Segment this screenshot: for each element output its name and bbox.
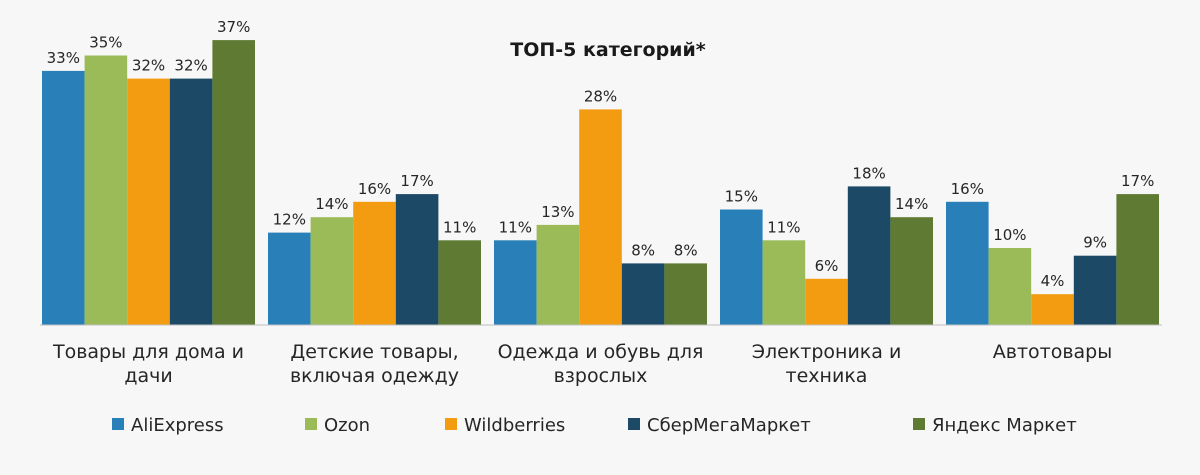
legend-swatch-2: [305, 418, 317, 430]
category-label-4-line-2: техника: [786, 365, 868, 387]
bar-2-3: [353, 201, 396, 325]
value-label-1-4: 32%: [174, 57, 207, 75]
value-label-2-2: 14%: [315, 195, 348, 213]
value-label-1-3: 32%: [132, 57, 165, 75]
bar-5-2: [988, 248, 1032, 325]
legend-item-1: AliExpress: [112, 415, 224, 436]
bar-2-1: [268, 232, 311, 325]
category-label-2-line-2: включая одежду: [290, 365, 459, 387]
value-label-5-5: 17%: [1121, 172, 1154, 190]
value-label-3-5: 8%: [674, 241, 698, 259]
legend-item-2: Ozon: [305, 415, 370, 436]
value-label-1-5: 37%: [217, 18, 250, 36]
value-label-3-4: 8%: [631, 241, 655, 259]
value-label-2-4: 17%: [400, 172, 433, 190]
bar-4-4: [847, 186, 891, 325]
category-label-5: Автотовары: [993, 341, 1112, 363]
value-label-1-1: 33%: [47, 49, 80, 67]
legend-label-3: Wildberries: [464, 415, 565, 436]
category-label-4-line-1: Электроника и: [752, 341, 902, 363]
legend-swatch-3: [445, 418, 457, 430]
bar-3-1: [494, 240, 537, 325]
bar-1-1: [42, 70, 85, 326]
category-label-2-line-1: Детские товары,: [290, 341, 458, 363]
bar-2-4: [395, 194, 439, 325]
bar-2-2: [310, 217, 354, 325]
legend-item-5: Яндекс Маркет: [913, 415, 1077, 436]
value-label-2-5: 11%: [443, 218, 476, 236]
bar-5-1: [946, 201, 989, 325]
value-label-5-4: 9%: [1083, 234, 1107, 252]
bar-3-2: [536, 224, 580, 325]
category-label-1-line-1: Товары для дома и: [52, 341, 244, 363]
value-label-2-1: 12%: [273, 211, 306, 229]
legend-label-1: AliExpress: [131, 415, 224, 436]
bar-1-2: [84, 55, 128, 325]
value-label-3-1: 11%: [499, 218, 532, 236]
bars-layer: [42, 40, 1159, 326]
value-label-5-2: 10%: [993, 226, 1026, 244]
legend-item-3: Wildberries: [445, 415, 565, 436]
legend-swatch-4: [628, 418, 640, 430]
legend-item-4: СберМегаМаркет: [628, 415, 811, 436]
bar-5-5: [1116, 194, 1159, 325]
legend-swatch-5: [913, 418, 925, 430]
category-label-3-line-2: взрослых: [554, 365, 648, 387]
value-label-4-2: 11%: [767, 218, 800, 236]
bar-4-2: [762, 240, 806, 325]
bar-1-3: [127, 78, 170, 325]
bar-5-4: [1073, 255, 1117, 325]
bar-5-3: [1031, 294, 1074, 325]
value-label-3-3: 28%: [584, 87, 617, 105]
bar-3-3: [579, 109, 622, 326]
legend-label-2: Ozon: [324, 415, 370, 436]
bar-2-5: [438, 240, 481, 325]
bar-4-1: [720, 209, 763, 325]
value-label-2-3: 16%: [358, 180, 391, 198]
value-label-5-1: 16%: [951, 180, 984, 198]
category-label-3-line-1: Одежда и обувь для: [498, 341, 704, 363]
bar-3-5: [664, 263, 707, 325]
category-label-1-line-2: дачи: [124, 365, 172, 387]
value-labels-layer: 33% 35% 32% 32% 37% 12% 14% 16% 17% 11% 11% 13% 28% 8…: [47, 18, 1155, 290]
value-label-1-2: 35%: [89, 34, 122, 52]
legend: AliExpress Ozon Wildberries СберМегаМаркет Я…: [112, 415, 1077, 436]
legend-label-5: Яндекс Маркет: [932, 415, 1077, 436]
value-label-4-5: 14%: [895, 195, 928, 213]
bar-1-5: [212, 40, 255, 325]
value-label-4-4: 18%: [852, 164, 885, 182]
value-label-4-3: 6%: [815, 257, 839, 275]
legend-swatch-1: [112, 418, 124, 430]
value-label-4-1: 15%: [725, 188, 758, 206]
value-label-3-2: 13%: [541, 203, 574, 221]
bar-4-5: [890, 217, 933, 325]
legend-label-4: СберМегаМаркет: [647, 415, 811, 436]
bar-4-3: [805, 278, 848, 325]
value-label-5-3: 4%: [1041, 272, 1065, 290]
bar-3-4: [621, 263, 665, 325]
bar-1-4: [169, 78, 213, 325]
chart-title: ТОП-5 категорий*: [510, 39, 706, 61]
